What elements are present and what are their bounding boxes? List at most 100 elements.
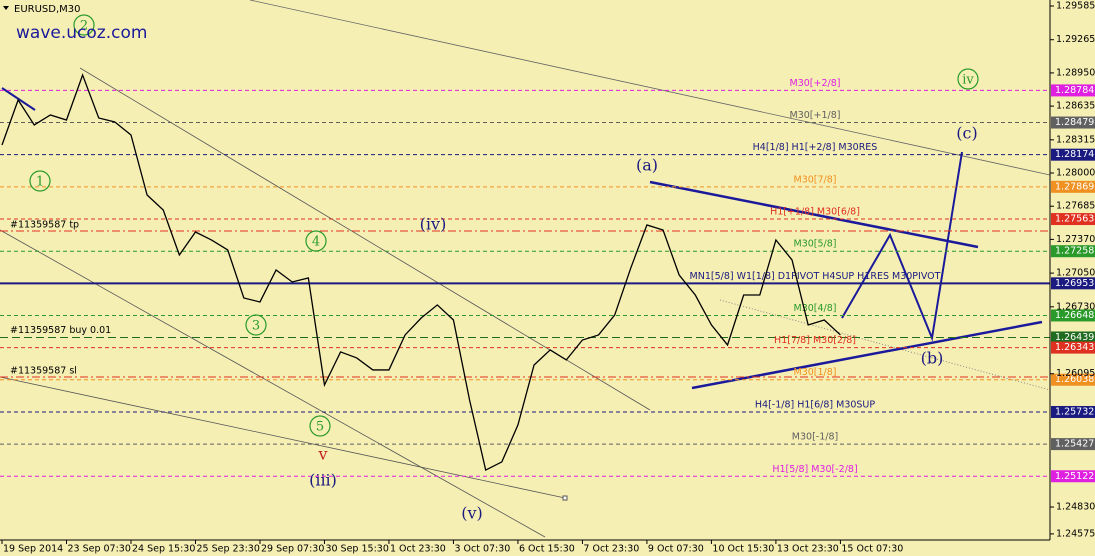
wave-circle — [245, 314, 267, 336]
level-label: H4[-1/8] H1[6/8] M30SUP — [755, 399, 876, 410]
level-price: 1.26953 — [1055, 278, 1094, 289]
trend-lines — [0, 0, 1051, 538]
y-tick-label: 1.28000 — [1056, 168, 1095, 179]
level-label: M30[+2/8] — [790, 78, 841, 89]
x-tick-label: 25 Sep 23:30 — [196, 544, 259, 555]
y-tick-label: 1.28950 — [1056, 67, 1095, 78]
x-tick-label: 13 Oct 23:30 — [777, 544, 839, 555]
level-price-box — [1051, 341, 1095, 354]
plot: (a) (b) (c) (iv) (iii) (v) iv v 1 2 4 3 5 — [1, 14, 979, 523]
level-price-box — [1051, 245, 1095, 258]
level-price-box — [1051, 213, 1095, 226]
wave-label: 3 — [252, 319, 260, 334]
projection-path — [841, 151, 963, 342]
wave-circle — [73, 14, 95, 36]
wave-label: (iv) — [420, 215, 447, 234]
order-label: #11359587 tp — [10, 219, 79, 230]
trend-line — [1, 87, 36, 111]
level-label: M30[5/8] — [794, 239, 837, 250]
trend-line — [0, 376, 566, 499]
wave-label: 4 — [312, 235, 320, 250]
x-tick-label: 6 Oct 15:30 — [519, 544, 575, 555]
level-label: M30[-1/8] — [792, 432, 838, 443]
level-price: 1.28174 — [1055, 149, 1094, 160]
wave-label: (a) — [636, 156, 658, 175]
level-price: 1.28479 — [1055, 117, 1094, 128]
level-price: 1.25427 — [1055, 439, 1094, 450]
x-tick-label: 10 Oct 15:30 — [712, 544, 774, 555]
level-label: M30[7/8] — [794, 174, 837, 185]
level-label: H1[+1/8] M30[6/8] — [770, 207, 860, 218]
x-tick-label: 23 Sep 07:30 — [67, 544, 130, 555]
level-price: 1.26038 — [1055, 374, 1094, 385]
trend-line — [719, 299, 1051, 391]
wave-label: 2 — [80, 19, 88, 34]
wave-circle — [309, 415, 331, 437]
level-label: H4[1/8] H1[+2/8] M30RES — [753, 142, 878, 153]
trend-line — [249, 0, 1051, 176]
level-price: 1.27869 — [1055, 181, 1094, 192]
y-tick-label: 1.29585 — [1056, 1, 1095, 12]
level-price-box — [1051, 405, 1095, 418]
level-label: M30[1/8] — [794, 367, 837, 378]
watermark: wave.ucoz.com — [16, 23, 147, 43]
y-tick-label: 1.27370 — [1056, 234, 1095, 245]
level-price-box — [1051, 470, 1095, 483]
level-price-box — [1051, 180, 1095, 193]
x-tick-label: 15 Oct 07:30 — [841, 544, 903, 555]
level-price: 1.26648 — [1055, 310, 1094, 321]
wave-label: iv — [962, 73, 974, 88]
order-label: #11359587 sl — [10, 365, 77, 376]
x-tick-label: 1 Oct 23:30 — [390, 544, 446, 555]
trend-line — [649, 180, 979, 249]
trend-line — [691, 320, 1043, 390]
level-price: 1.26343 — [1055, 342, 1094, 353]
y-tick-label: 1.27050 — [1056, 268, 1095, 279]
line-handle — [562, 495, 568, 501]
y-tick-label: 1.28635 — [1056, 101, 1095, 112]
wave-circle — [29, 170, 51, 192]
wave-circle — [305, 230, 327, 252]
level-price-box — [1051, 277, 1095, 290]
wave-label: (c) — [956, 124, 977, 143]
level-price-box — [1051, 116, 1095, 129]
level-price: 1.25732 — [1055, 406, 1094, 417]
y-tick-label: 1.28315 — [1056, 134, 1095, 145]
level-label: #11359587 buy 0.01 — [10, 325, 111, 336]
level-price-box — [1051, 148, 1095, 161]
level-price: 1.25122 — [1055, 471, 1094, 482]
level-price-box — [1051, 331, 1095, 344]
y-tick-label: 1.27685 — [1056, 201, 1095, 212]
x-tick-label: 9 Oct 07:30 — [648, 544, 704, 555]
wave-label: 5 — [316, 420, 324, 435]
level-price-box — [1051, 438, 1095, 451]
y-tick-label: 1.26730 — [1056, 301, 1095, 312]
y-tick-label: 1.24575 — [1056, 528, 1095, 539]
wave-label: 1 — [36, 175, 44, 190]
level-label: M30[+1/8] — [790, 110, 841, 121]
wave-label: (b) — [921, 349, 944, 368]
level-label: MN1[5/8] W1[1/8] D1PIVOT H4SUP H1RES M30… — [690, 271, 941, 282]
wave-circle — [957, 68, 979, 90]
level-label: H1[7/8] M30[2/8] — [774, 335, 856, 346]
x-tick-label: 3 Oct 07:30 — [454, 544, 510, 555]
x-tick-label: 29 Sep 07:30 — [261, 544, 324, 555]
level-label: M30[4/8] — [794, 303, 837, 314]
price-line — [1, 73, 841, 471]
trend-line — [0, 229, 546, 538]
y-tick-label: 1.26095 — [1056, 368, 1095, 379]
title-arrow — [3, 6, 9, 10]
y-tick-label: 1.29265 — [1056, 34, 1095, 45]
level-price: 1.27563 — [1055, 214, 1094, 225]
x-tick-label: 19 Sep 2014 — [3, 544, 63, 555]
chart-title: EURUSD,M30 — [14, 4, 80, 15]
level-price: 1.26439 — [1055, 332, 1094, 343]
levels: M30[+2/8] 1.28784 M30[+1/8] 1.28479 H4[1/8] … — [0, 78, 1095, 483]
level-price: 1.27258 — [1055, 246, 1094, 257]
level-price-box — [1051, 84, 1095, 97]
wave-label: v — [317, 445, 327, 464]
wave-label: (iii) — [309, 471, 337, 490]
x-tick-label: 24 Sep 15:30 — [132, 544, 195, 555]
wave-label: (v) — [461, 504, 483, 523]
